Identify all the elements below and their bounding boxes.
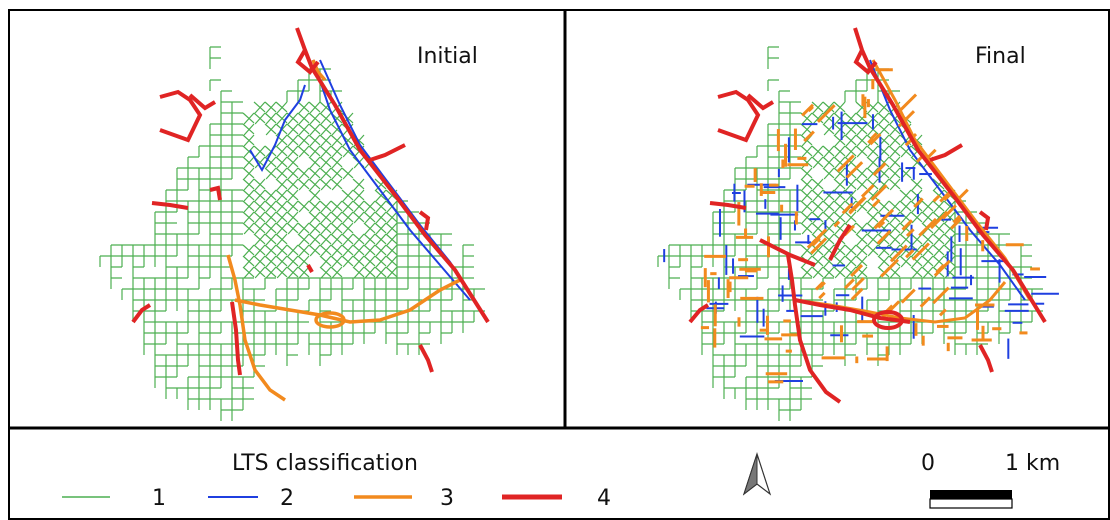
scale-bar-start-label: 0 bbox=[921, 451, 935, 476]
figure-frame bbox=[8, 9, 1110, 520]
north-arrow-icon bbox=[742, 452, 772, 496]
scale-bar: 0 1 km bbox=[921, 451, 1060, 509]
lts3-network-initial bbox=[226, 59, 461, 402]
map-panel-initial: Initial bbox=[99, 27, 490, 421]
panel-title-initial: Initial bbox=[417, 44, 478, 69]
scale-bar-end-label: 1 km bbox=[1005, 451, 1060, 476]
scale-bar-empty bbox=[929, 498, 1013, 509]
legend: LTS classification 1 2 3 4 bbox=[62, 451, 611, 511]
legend-label-lts4: 4 bbox=[597, 486, 611, 511]
map-panel-final: Final bbox=[657, 27, 1059, 421]
lts4-network-initial bbox=[131, 27, 490, 376]
scale-bar-filled bbox=[930, 490, 1012, 499]
legend-label-lts2: 2 bbox=[280, 486, 294, 511]
panel-title-final: Final bbox=[975, 44, 1026, 69]
lts3-network-final bbox=[700, 59, 1040, 384]
legend-title: LTS classification bbox=[232, 451, 418, 476]
legend-label-lts3: 3 bbox=[440, 486, 454, 511]
lts4-network-final bbox=[688, 27, 1047, 404]
legend-label-lts1: 1 bbox=[152, 486, 166, 511]
